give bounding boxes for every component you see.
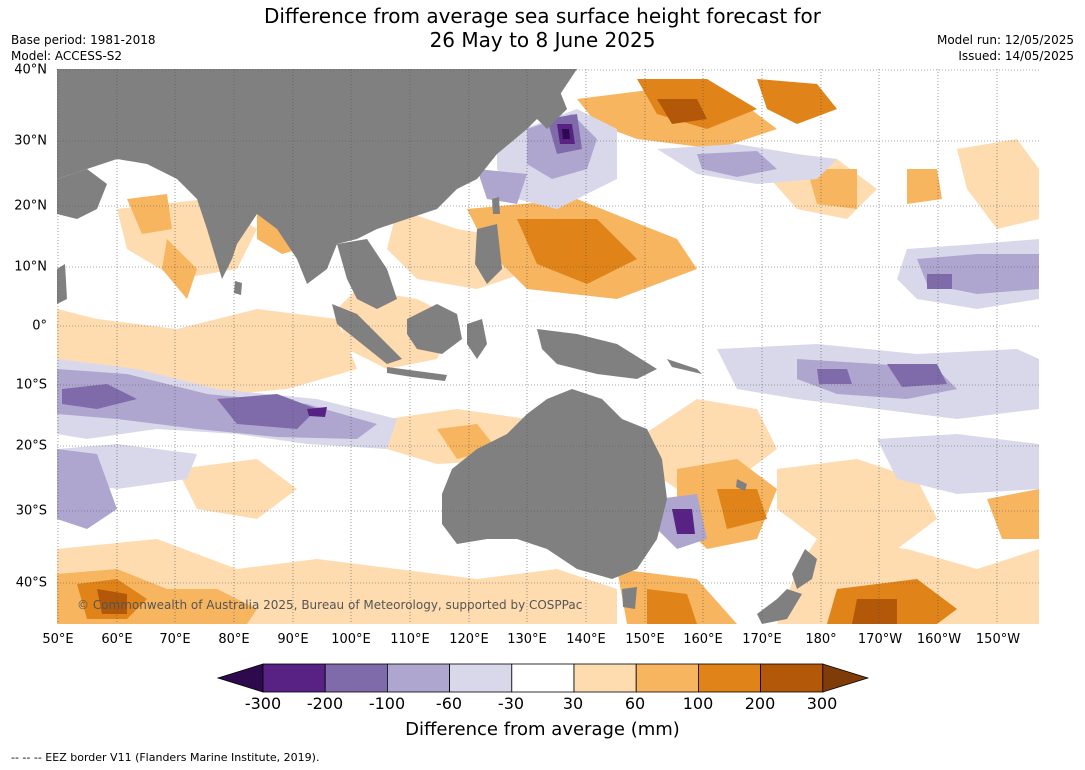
issued-date: Issued: 14/05/2025	[958, 49, 1074, 63]
colorbar-tick-label: -100	[368, 694, 406, 713]
base-period: Base period: 1981-2018	[11, 33, 156, 47]
new-zealand-north	[792, 549, 817, 589]
lon-label: 140°E	[566, 632, 606, 647]
positive-anomaly-areas	[57, 79, 1039, 624]
meta-left: Base period: 1981-2018 Model: ACCESS-S2	[11, 32, 156, 64]
colorbar-segment	[449, 663, 513, 693]
lon-label: 160°W	[916, 632, 962, 647]
lon-label: 90°E	[277, 632, 309, 647]
lon-label: 60°E	[101, 632, 133, 647]
lat-label: 0°	[32, 318, 47, 334]
colorbar-tick-label: -300	[244, 694, 282, 713]
solomon-islands	[667, 359, 702, 374]
arabian-peninsula	[57, 169, 107, 219]
lon-label: 150°W	[975, 632, 1021, 647]
sulawesi	[467, 319, 487, 359]
asia-landmass	[57, 69, 577, 284]
madagascar	[57, 264, 67, 304]
title-line-1: Difference from average sea surface heig…	[263, 4, 822, 28]
lon-label: 180°	[805, 632, 837, 647]
colorbar-segment	[760, 663, 824, 693]
indochina	[337, 239, 397, 309]
lon-label: 150°E	[625, 632, 665, 647]
korea-japan	[532, 84, 567, 129]
colorbar-tick-label: 100	[682, 694, 714, 713]
taiwan	[492, 197, 500, 214]
lon-label: 130°E	[507, 632, 547, 647]
colorbar-segment	[511, 663, 575, 693]
footnote: -- -- -- EEZ border V11 (Flanders Marine…	[11, 751, 320, 764]
new-guinea	[537, 329, 657, 379]
colorbar-title: Difference from average (mm)	[405, 719, 680, 740]
colorbar-tick-label: 60	[624, 694, 646, 713]
colorbar-tick-label: -60	[435, 694, 463, 713]
lon-label: 160°E	[683, 632, 723, 647]
philippines	[475, 224, 502, 284]
lat-label: 40°N	[14, 62, 47, 78]
colorbar-extend-low	[216, 663, 264, 693]
lon-label: 100°E	[331, 632, 371, 647]
colorbar-tick-label: -30	[497, 694, 525, 713]
colorbar-segment	[697, 663, 761, 693]
new-zealand-south	[757, 589, 802, 624]
colorbar-segment	[635, 663, 699, 693]
colorbar-segment	[573, 663, 637, 693]
colorbar	[216, 663, 870, 693]
model-name: Model: ACCESS-S2	[11, 49, 123, 63]
colorbar-segment	[262, 663, 326, 693]
colorbar-tick-label: 30	[562, 694, 584, 713]
lon-label: 70°E	[159, 632, 191, 647]
meta-right: Model run: 12/05/2025 Issued: 14/05/2025	[937, 32, 1074, 64]
land-masses	[57, 69, 817, 624]
lat-label: 30°N	[14, 133, 47, 149]
lon-label: 170°W	[857, 632, 903, 647]
new-caledonia	[736, 479, 747, 491]
title-line-2: 26 May to 8 June 2025	[429, 28, 656, 52]
colorbar-segment	[386, 663, 450, 693]
model-run: Model run: 12/05/2025	[936, 33, 1074, 47]
borneo	[407, 304, 462, 354]
chart-title: Difference from average sea surface heig…	[0, 4, 1085, 52]
sri-lanka	[234, 281, 242, 295]
lon-label: 170°E	[742, 632, 782, 647]
colorbar-extend-high	[822, 663, 870, 693]
graticule	[57, 69, 1039, 624]
australia	[442, 389, 667, 579]
lat-label: 10°N	[14, 259, 47, 275]
lon-label: 120°E	[449, 632, 489, 647]
colorbar-tick-label: -200	[306, 694, 344, 713]
lat-label: 10°S	[15, 377, 47, 393]
copyright-text: © Commonwealth of Australia 2025, Bureau…	[77, 598, 582, 612]
lon-label: 110°E	[390, 632, 430, 647]
lat-label: 20°N	[14, 198, 47, 214]
java	[387, 367, 447, 381]
colorbar-segment	[324, 663, 388, 693]
lat-label: 20°S	[15, 438, 47, 454]
lon-label: 80°E	[218, 632, 250, 647]
lat-label: 40°S	[15, 575, 47, 591]
lon-label: 50°E	[42, 632, 74, 647]
colorbar-tick-label: 200	[744, 694, 776, 713]
colorbar-tick-label: 300	[806, 694, 838, 713]
sumatra	[332, 304, 402, 364]
tasmania	[622, 587, 637, 609]
sea-height-map: © Commonwealth of Australia 2025, Bureau…	[57, 69, 1039, 624]
lat-label: 30°S	[15, 503, 47, 519]
negative-anomaly-areas	[57, 109, 1039, 549]
